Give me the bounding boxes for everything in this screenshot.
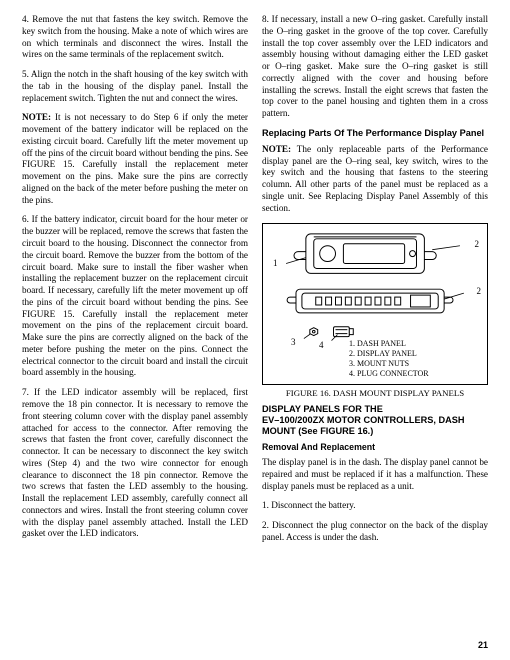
heading-display-panels: DISPLAY PANELS FOR THE EV–100/200ZX MOTO…: [262, 404, 488, 437]
callout-2a: 2: [475, 239, 480, 251]
callout-4: 4: [319, 340, 324, 352]
note-label: NOTE:: [22, 112, 51, 122]
heading-replacing-parts: Replacing Parts Of The Performance Displ…: [262, 128, 488, 139]
left-note: NOTE: It is not necessary to do Step 6 i…: [22, 112, 248, 206]
right-note: NOTE: The only replaceable parts of the …: [262, 144, 488, 215]
heading-removal: Removal And Replacement: [262, 442, 488, 453]
right-step-1: 1. Disconnect the battery.: [262, 500, 488, 512]
note-label-2: NOTE:: [262, 144, 291, 154]
heading-line-2: EV–100/200ZX MOTOR CONTROLLERS, DASH MOU…: [262, 415, 465, 436]
page-number: 21: [478, 640, 488, 652]
right-step-2: 2. Disconnect the plug connector on the …: [262, 520, 488, 544]
legend-2: 2. DISPLAY PANEL: [349, 349, 429, 359]
heading-line-1: DISPLAY PANELS FOR THE: [262, 404, 383, 414]
two-column-layout: 4. Remove the nut that fastens the key s…: [22, 14, 488, 552]
left-para-6: 6. If the battery indicator, circuit boa…: [22, 214, 248, 379]
figure-legend: 1. DASH PANEL 2. DISPLAY PANEL 3. MOUNT …: [349, 339, 429, 379]
callout-3: 3: [291, 337, 296, 349]
left-column: 4. Remove the nut that fastens the key s…: [22, 14, 248, 552]
note-body: It is not necessary to do Step 6 if only…: [22, 112, 248, 204]
legend-3: 3. MOUNT NUTS: [349, 359, 429, 369]
right-para-8: 8. If necessary, install a new O–ring ga…: [262, 14, 488, 120]
callout-2b: 2: [477, 286, 482, 298]
legend-1: 1. DASH PANEL: [349, 339, 429, 349]
right-para-intro: The display panel is in the dash. The di…: [262, 457, 488, 492]
callout-1: 1: [273, 258, 278, 270]
left-para-4: 4. Remove the nut that fastens the key s…: [22, 14, 248, 61]
figure-16-box: 1 2 2 3 4 1. DASH PANEL 2. DISPLAY PANEL…: [262, 223, 488, 385]
figure-16-caption: FIGURE 16. DASH MOUNT DISPLAY PANELS: [262, 388, 488, 399]
left-para-5: 5. Align the notch in the shaft housing …: [22, 69, 248, 104]
legend-4: 4. PLUG CONNECTOR: [349, 369, 429, 379]
note-body-2: The only replaceable parts of the Perfor…: [262, 144, 488, 213]
right-column: 8. If necessary, install a new O–ring ga…: [262, 14, 488, 552]
left-para-7: 7. If the LED indicator assembly will be…: [22, 387, 248, 540]
